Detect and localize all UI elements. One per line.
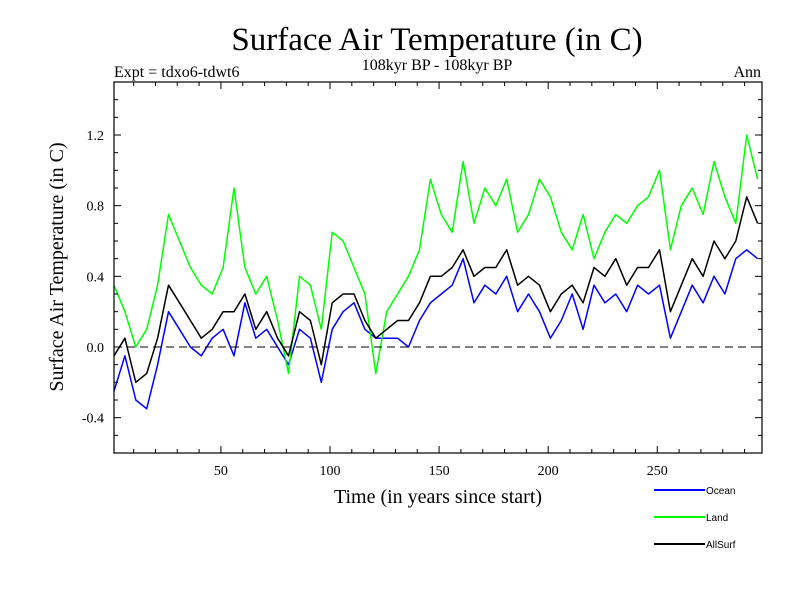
subtitle-left: Expt = tdxo6-tdwt6 <box>114 64 239 81</box>
chart-title: Surface Air Temperature (in C) <box>231 22 642 58</box>
y-tick-label: -0.4 <box>82 412 104 427</box>
legend: Ocean Land AllSurf <box>654 486 736 551</box>
subtitle-right: Ann <box>733 64 761 81</box>
y-tick-label: 1.2 <box>87 129 105 144</box>
x-tick-label: 200 <box>538 464 559 479</box>
series-line-land <box>113 134 759 375</box>
x-axis-label: Time (in years since start) <box>334 486 542 508</box>
x-tick-label: 50 <box>214 464 228 479</box>
legend-label-land: Land <box>706 513 728 524</box>
series-line-allsurf <box>113 196 759 384</box>
subtitle-center: 108kyr BP - 108kyr BP <box>362 57 513 74</box>
legend-label-ocean: Ocean <box>706 486 735 497</box>
legend-label-allsurf: AllSurf <box>706 540 736 551</box>
y-tick-label: 0.8 <box>87 200 105 215</box>
y-tick-label: 0.0 <box>87 341 105 356</box>
x-tick-label: 100 <box>320 464 341 479</box>
y-tick-label: 0.4 <box>87 270 105 285</box>
plot-frame <box>113 81 763 454</box>
series-line-ocean <box>113 249 759 410</box>
series-layer <box>113 134 759 410</box>
y-axis: -0.4 0.0 0.4 0.8 1.2 <box>82 99 762 436</box>
x-tick-label: 150 <box>429 464 450 479</box>
x-axis: 50 100 150 200 250 <box>133 82 746 479</box>
x-tick-label: 250 <box>647 464 668 479</box>
y-axis-label: Surface Air Temperature (in C) <box>46 142 68 391</box>
